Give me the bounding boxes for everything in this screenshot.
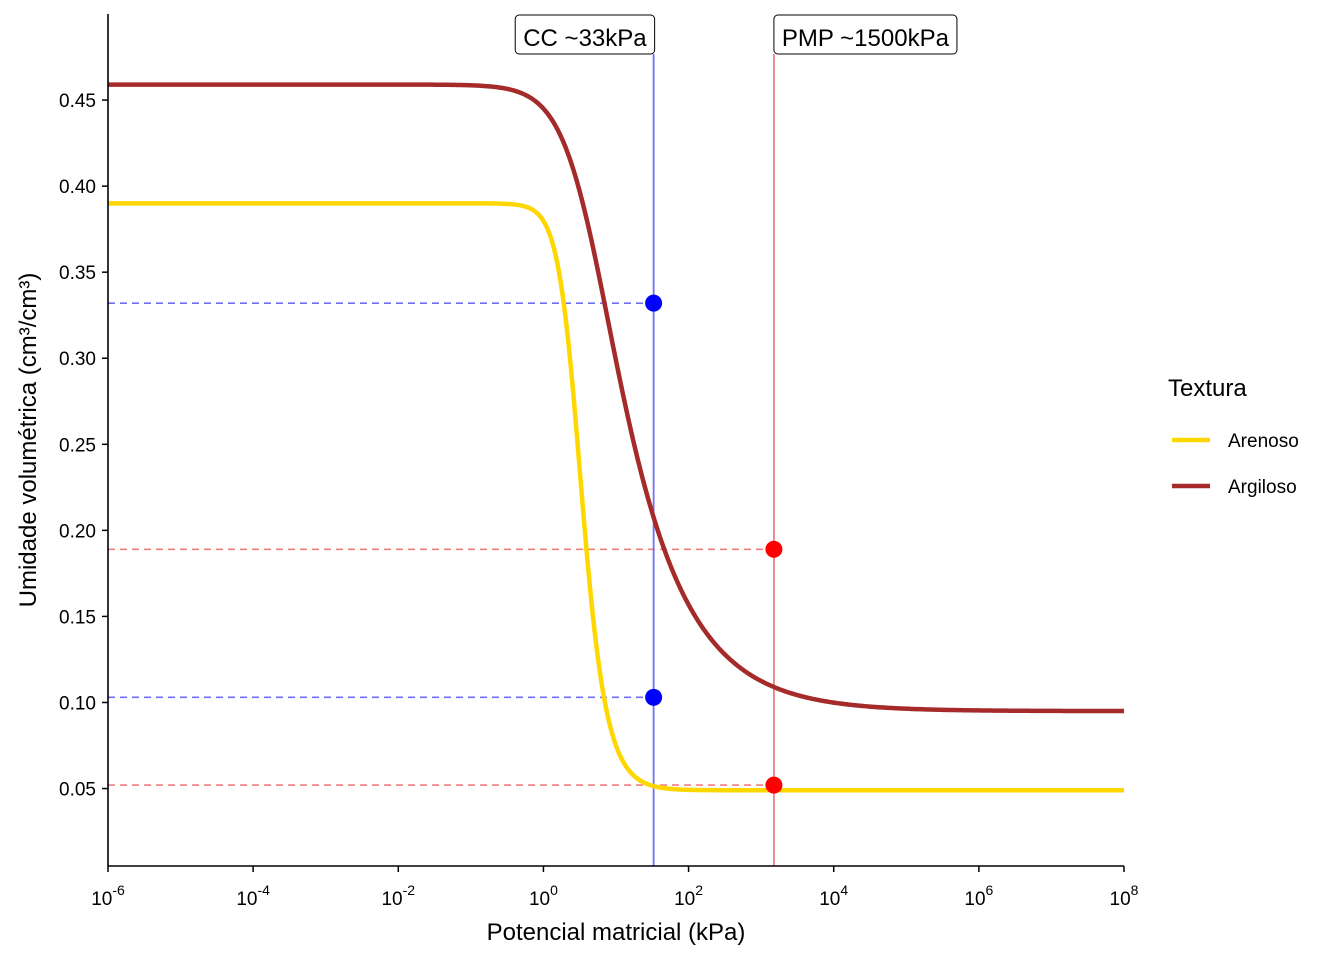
x-tick-label: 100 bbox=[529, 882, 558, 910]
y-tick-label: 0.10 bbox=[59, 693, 96, 714]
annotation-box-cc bbox=[514, 14, 656, 55]
y-tick-label: 0.05 bbox=[59, 780, 96, 801]
legend: Textura Arenoso Argiloso bbox=[1168, 375, 1299, 498]
y-tick-label: 0.40 bbox=[59, 177, 96, 198]
x-axis-title: Potencial matricial (kPa) bbox=[487, 919, 746, 946]
y-axis: 0.05 0.10 0.15 0.20 0.25 0.30 0.35 0.40 0.45 bbox=[59, 14, 109, 866]
series-line-argiloso bbox=[107, 82, 1125, 714]
y-tick-label: 0.15 bbox=[59, 607, 96, 628]
y-axis-title: Umidade volumétrica (cm³/cm³) bbox=[15, 273, 42, 608]
annotation-label-pmp: PMP ~1500kPa bbox=[782, 25, 950, 52]
y-tick-label: 0.35 bbox=[59, 263, 96, 284]
x-tick-label: 10-6 bbox=[91, 882, 125, 910]
x-tick-label: 106 bbox=[964, 882, 993, 910]
x-tick-label: 102 bbox=[674, 882, 703, 910]
legend-title: Textura bbox=[1168, 375, 1247, 402]
series-line-arenoso bbox=[107, 201, 1125, 793]
legend-label-arenoso: Arenoso bbox=[1228, 431, 1299, 452]
y-tick-label: 0.45 bbox=[59, 91, 96, 112]
y-tick-label: 0.25 bbox=[59, 435, 96, 456]
y-tick-label: 0.20 bbox=[59, 521, 96, 542]
legend-label-argiloso: Argiloso bbox=[1228, 477, 1297, 498]
x-tick-label: 104 bbox=[819, 882, 848, 910]
x-tick-label: 10-2 bbox=[381, 882, 415, 910]
point-arenoso-pmp bbox=[765, 776, 783, 794]
plot-area: CC ~33kPa PMP ~1500kPa bbox=[107, 14, 1125, 866]
annotation-box-pmp bbox=[773, 14, 958, 55]
x-tick-label: 108 bbox=[1110, 882, 1139, 910]
x-axis: 10-6 10-4 10-2 100 102 104 106 108 bbox=[91, 865, 1139, 910]
point-argiloso-cc bbox=[645, 294, 663, 312]
point-arenoso-cc bbox=[645, 688, 663, 706]
point-argiloso-pmp bbox=[765, 540, 783, 558]
annotation-label-cc: CC ~33kPa bbox=[523, 25, 647, 52]
x-tick-label: 10-4 bbox=[236, 882, 270, 910]
y-tick-label: 0.30 bbox=[59, 349, 96, 370]
